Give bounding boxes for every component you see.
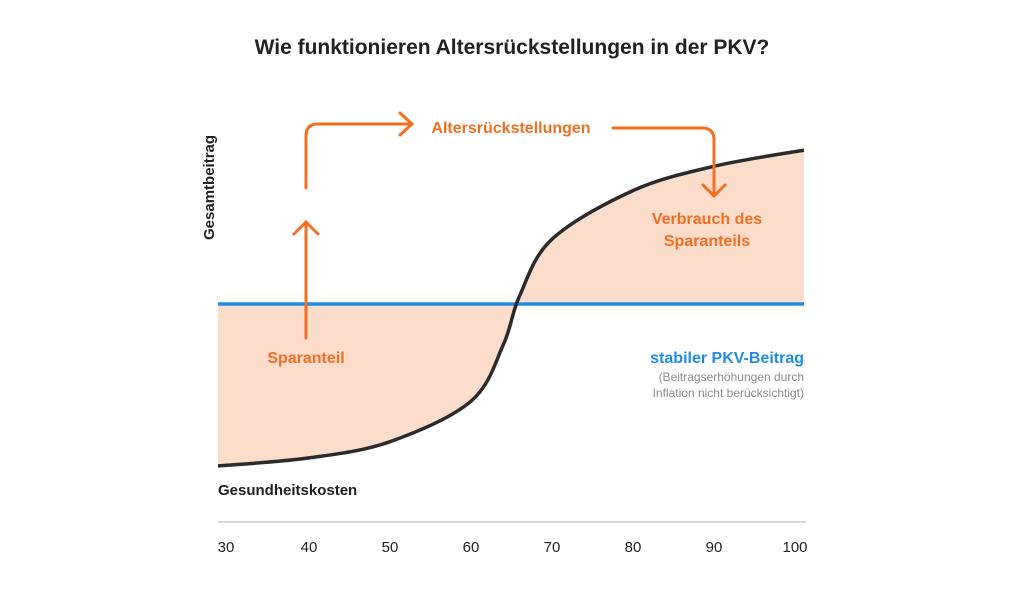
x-tick-label: 50 [382, 539, 399, 556]
premium-series-label: stabiler PKV-Beitrag [650, 350, 804, 367]
saving-label: Sparanteil [267, 350, 344, 367]
consumption-label-line1: Verbrauch des [652, 211, 762, 228]
x-tick-label: 70 [544, 539, 561, 556]
consumption-arrow [611, 126, 716, 198]
reserves-arrow-head [398, 111, 414, 137]
chart-title: Wie funktionieren Altersrückstellungen i… [255, 36, 770, 59]
reserve-flow-arrows [292, 111, 727, 340]
x-tick-label: 60 [463, 539, 480, 556]
saving-arrow-head [292, 220, 320, 236]
cost-series-label: Gesundheitskosten [218, 482, 357, 499]
y-axis-label: Gesamtbeitrag [201, 135, 218, 240]
cost-curve [217, 148, 805, 468]
premium-note-line2: Inflation nicht berücksichtigt) [653, 386, 804, 400]
x-tick-label: 90 [706, 539, 723, 556]
reserves-label: Altersrückstellungen [431, 120, 590, 137]
x-tick-label: 30 [218, 539, 235, 556]
x-tick-label: 80 [625, 539, 642, 556]
x-tick-label: 100 [782, 539, 807, 556]
reserves-arrow [304, 122, 414, 190]
consumption-area [218, 150, 804, 304]
consumption-arrow-head [701, 183, 727, 198]
consumption-label-line2: Sparanteils [664, 233, 750, 250]
premium-note-line1: (Beitragserhöhungen durch [659, 370, 804, 384]
x-axis-ticks: 30 40 50 60 70 80 90 100 [218, 539, 808, 556]
x-tick-label: 40 [301, 539, 318, 556]
saving-area [218, 304, 804, 466]
